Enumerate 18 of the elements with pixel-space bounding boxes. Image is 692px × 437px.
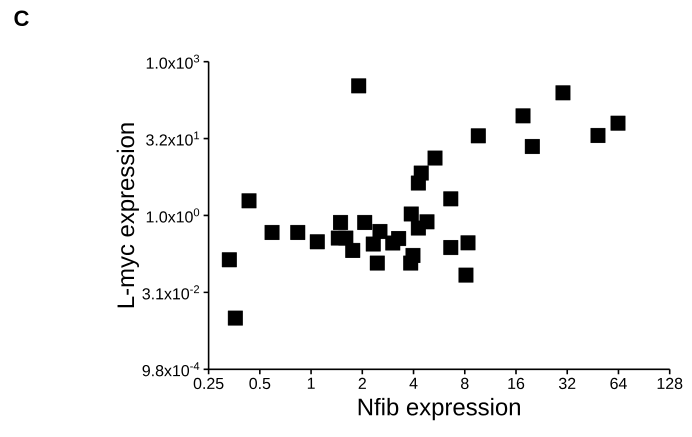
y-tick-label: 1.0x10$^{3}$	[146, 54, 200, 69]
y-tick-label: 1.0x10$^{0}$	[146, 208, 200, 223]
x-tick-label: 2	[358, 378, 366, 389]
y-axis-title: L-myc expression	[116, 123, 139, 308]
x-tick-label: 32	[558, 378, 576, 390]
x-tick-label: 0.25	[194, 378, 224, 390]
y-tick-label: 9.8x10$^{-4}$	[142, 362, 200, 376]
x-tick-label: 0.5	[249, 378, 270, 390]
x-tick-label: 4	[409, 378, 418, 389]
x-tick-label: 64	[610, 378, 627, 390]
x-tick-label: 8	[461, 378, 469, 390]
y-tick-label: 3.1x10$^{-2}$	[142, 285, 200, 300]
x-tick-label: 16	[508, 378, 524, 390]
y-tick-label: 3.2x10$^{1}$	[146, 132, 200, 146]
x-tick-label: 1	[308, 378, 315, 389]
x-axis-title: Nfib expression	[358, 398, 520, 420]
text: C	[14, 10, 29, 26]
x-tick-label: 128	[658, 378, 682, 390]
